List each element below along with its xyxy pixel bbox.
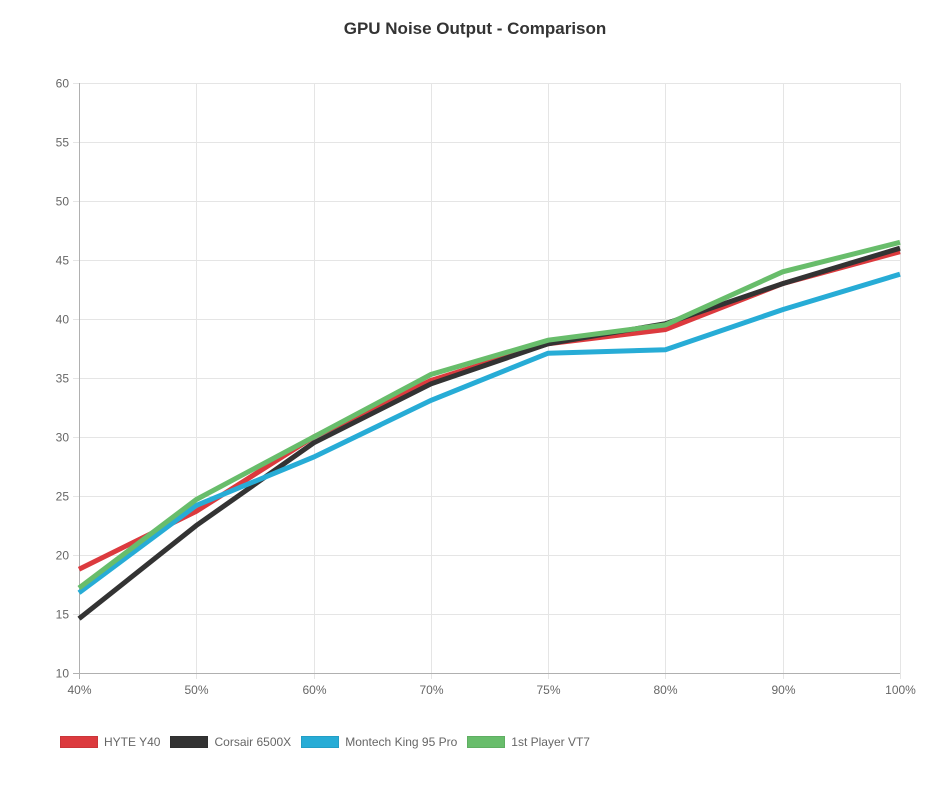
x-tick-label: 70% — [419, 683, 443, 697]
legend-swatch — [170, 736, 209, 748]
x-tick-label: 75% — [536, 683, 560, 697]
x-tick-label: 90% — [771, 683, 795, 697]
x-tick-label: 40% — [67, 683, 91, 697]
x-tick-label: 80% — [653, 683, 677, 697]
legend-item[interactable]: 1st Player VT7 — [467, 735, 590, 749]
series-line-montech-king-95-pro — [77, 271, 901, 595]
legend-label: 1st Player VT7 — [511, 735, 590, 749]
legend-item[interactable]: Montech King 95 Pro — [301, 735, 457, 749]
legend-item[interactable]: HYTE Y40 — [60, 735, 160, 749]
legend-swatch — [467, 736, 506, 748]
legend-label: HYTE Y40 — [104, 735, 161, 749]
y-axis-ticks: 10 15 20 25 30 35 40 45 50 55 60 — [56, 77, 70, 681]
legend-swatch — [60, 736, 98, 748]
y-tick-label: 35 — [56, 372, 70, 386]
legend-item[interactable]: Corsair 6500X — [170, 735, 291, 749]
gridlines — [73, 83, 901, 679]
y-tick-label: 20 — [56, 549, 70, 563]
chart-title: GPU Noise Output - Comparison — [343, 19, 607, 38]
x-tick-label: 100% — [885, 683, 916, 697]
y-tick-label: 10 — [56, 667, 70, 681]
legend-label: Montech King 95 Pro — [345, 735, 458, 749]
y-tick-label: 40 — [56, 313, 70, 327]
y-tick-label: 50 — [56, 195, 70, 209]
y-tick-label: 15 — [56, 608, 70, 622]
y-tick-label: 45 — [56, 254, 70, 268]
x-axis-ticks: 40% 50% 60% 70% 75% 80% 90% 100% — [67, 683, 916, 697]
series-line-corsair-6500x — [77, 245, 901, 621]
legend-swatch — [301, 736, 340, 748]
legend: HYTE Y40 Corsair 6500X Montech King 95 Pro… — [60, 735, 600, 749]
y-tick-label: 60 — [56, 77, 70, 91]
legend-label: Corsair 6500X — [214, 735, 292, 749]
y-tick-label: 55 — [56, 136, 70, 150]
y-tick-label: 30 — [56, 431, 70, 445]
series-lines — [77, 239, 901, 621]
axes — [73, 83, 900, 679]
x-tick-label: 50% — [184, 683, 208, 697]
y-tick-label: 25 — [56, 490, 70, 504]
series-line-1st-player-vt7 — [77, 239, 901, 590]
x-tick-label: 60% — [302, 683, 326, 697]
